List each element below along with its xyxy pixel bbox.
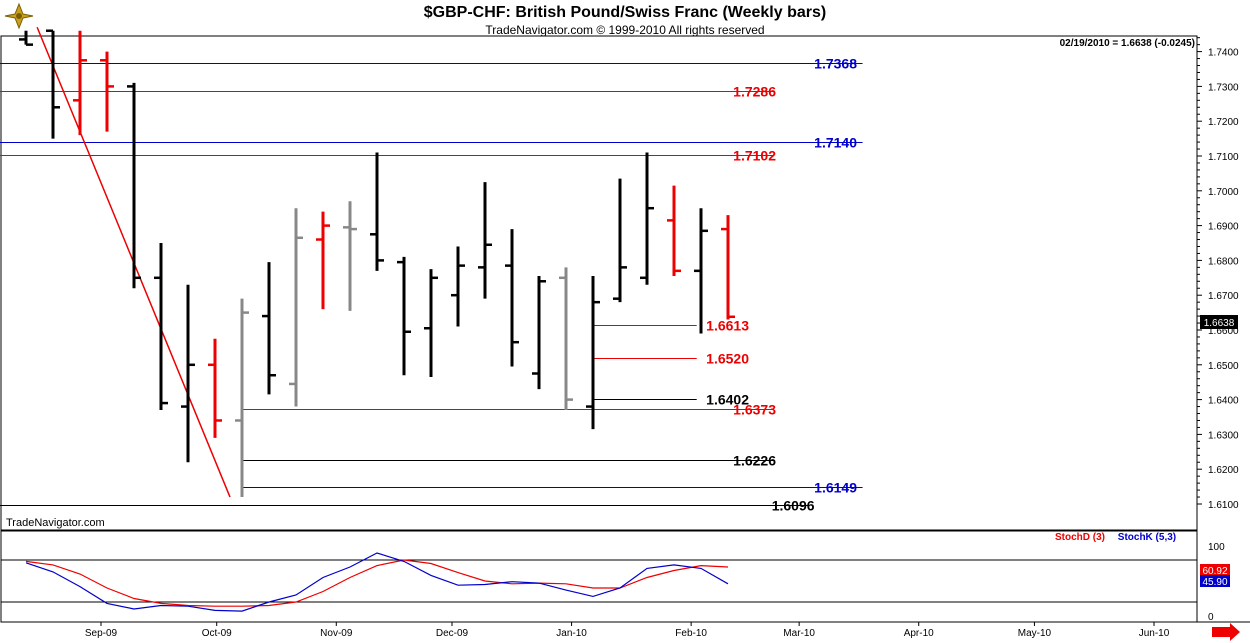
level-label: 1.7368 <box>814 56 857 72</box>
y-tick-label: 1.6500 <box>1208 361 1239 372</box>
copyright-text: TradeNavigator.com © 1999-2010 All right… <box>485 23 765 37</box>
ohlc-bar <box>397 256 411 376</box>
level-label: 1.6226 <box>733 453 776 469</box>
last-quote: 02/19/2010 = 1.6638 (-0.0245) <box>1059 38 1195 49</box>
ohlc-bar <box>262 262 276 395</box>
ohlc-bar <box>532 276 546 390</box>
ohlc-bar <box>208 338 222 438</box>
stoch-last-value-box <box>1200 575 1230 587</box>
stoch-last-value: 45.90 <box>1202 577 1227 588</box>
level-label: 1.7286 <box>733 84 776 100</box>
y-tick-label: 1.6300 <box>1208 430 1239 441</box>
x-tick-label: Jun-10 <box>1139 628 1170 639</box>
ohlc-bar <box>73 30 87 136</box>
x-tick-label: Sep-09 <box>85 628 118 639</box>
stoch-y-tick-label: 100 <box>1208 542 1225 553</box>
stoch-y-tick-label: 0 <box>1208 612 1214 623</box>
scroll-right-arrow-icon[interactable] <box>1212 623 1240 641</box>
x-tick-label: Mar-10 <box>783 628 815 639</box>
y-tick-label: 1.7200 <box>1208 117 1239 128</box>
level-label: 1.6096 <box>772 498 815 514</box>
y-tick-label: 1.6600 <box>1208 326 1239 337</box>
ohlc-bar <box>370 152 384 271</box>
ohlc-bar <box>127 82 141 289</box>
chart-title: $GBP-CHF: British Pound/Swiss Franc (Wee… <box>423 4 827 21</box>
ohlc-bar <box>505 229 519 367</box>
ohlc-bar <box>721 215 735 320</box>
ohlc-bar <box>46 29 60 139</box>
y-tick-label: 1.6800 <box>1208 256 1239 267</box>
ohlc-bar <box>235 298 249 498</box>
ohlc-bar <box>154 243 168 411</box>
stoch-legend: StochD (3) StochK (5,3) <box>1055 532 1176 543</box>
ohlc-bar <box>424 269 438 377</box>
y-tick-label: 1.7100 <box>1208 152 1239 163</box>
stoch-series-line <box>25 559 729 607</box>
stoch-pane-frame <box>0 530 1198 623</box>
ohlc-bar <box>451 246 465 327</box>
level-label: 1.7102 <box>733 148 776 164</box>
y-tick-label: 1.6200 <box>1208 465 1239 476</box>
x-tick-label: Dec-09 <box>436 628 469 639</box>
y-tick-label: 1.6700 <box>1208 291 1239 302</box>
ohlc-bar <box>586 276 600 430</box>
level-label: 1.7140 <box>814 135 857 151</box>
y-tick-label: 1.6100 <box>1208 500 1239 511</box>
ohlc-bar <box>19 30 33 46</box>
stochk-legend: StochK (5,3) <box>1117 532 1177 543</box>
ohlc-bar <box>559 267 573 411</box>
stochd-legend: StochD (3) <box>1055 532 1105 543</box>
trade-navigator-logo <box>2 2 36 35</box>
y-tick-label: 1.7000 <box>1208 187 1239 198</box>
level-label: 1.6373 <box>733 402 776 418</box>
ohlc-bar <box>289 208 303 407</box>
level-label: 1.6402 <box>706 392 749 408</box>
x-tick-label: Feb-10 <box>675 628 707 639</box>
stoch-last-value: 60.92 <box>1202 566 1227 577</box>
ohlc-bar <box>478 182 492 299</box>
level-label: 1.6613 <box>706 318 749 334</box>
ohlc-bar <box>343 201 357 311</box>
stoch-last-value-box <box>1200 564 1230 576</box>
x-tick-label: Oct-09 <box>202 628 232 639</box>
ohlc-bar <box>181 284 195 463</box>
ohlc-bar <box>694 208 708 334</box>
y-tick-label: 1.6400 <box>1208 396 1239 407</box>
ohlc-bar <box>667 185 681 277</box>
ohlc-bar <box>100 51 114 132</box>
x-tick-label: Jan-10 <box>556 628 587 639</box>
x-tick-label: Apr-10 <box>904 628 934 639</box>
level-label: 1.6149 <box>814 480 857 496</box>
price-pane-frame <box>0 35 1198 531</box>
y-tick-label: 1.6900 <box>1208 222 1239 233</box>
watermark: TradeNavigator.com <box>6 517 105 529</box>
y-tick-label: 1.7400 <box>1208 48 1239 59</box>
x-tick-label: May-10 <box>1018 628 1052 639</box>
stoch-series-line <box>25 552 729 612</box>
x-tick-label: Nov-09 <box>320 628 353 639</box>
level-label: 1.6520 <box>706 351 749 367</box>
y-tick-label: 1.7300 <box>1208 82 1239 93</box>
ohlc-bar <box>640 152 654 285</box>
ohlc-bar <box>613 178 627 303</box>
ohlc-bar <box>316 211 330 310</box>
current-price-label: 1.6638 <box>1204 318 1235 329</box>
